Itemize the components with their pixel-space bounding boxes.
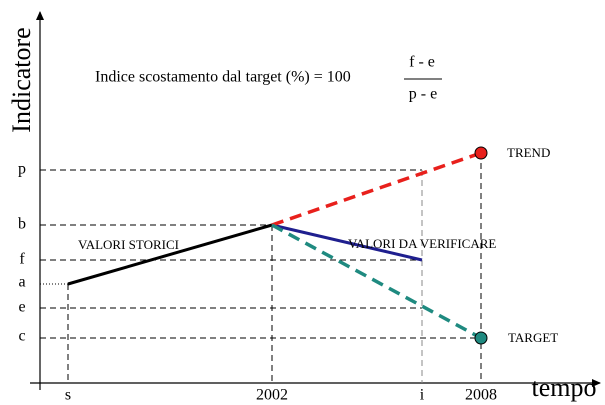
x-title: tempo [532,373,597,402]
formula-numerator: f - e [409,54,435,71]
y-title: Indicatore [7,27,36,132]
x-label: i [420,387,425,404]
x-label: 2008 [465,387,497,404]
y-label: p [18,161,26,178]
verify-label: VALORI DA VERIFICARE [348,236,496,251]
trend-label: TREND [507,145,550,160]
trend-point [474,146,488,160]
y-label: c [18,328,25,345]
target-point [474,331,488,345]
y-label: a [18,274,25,291]
formula-denominator: p - e [409,86,437,103]
trend-line [271,151,482,227]
target-label: TARGET [508,330,558,345]
y-label: f [19,251,25,268]
verify-line [271,223,423,262]
historical-label: VALORI STORICI [78,237,179,252]
y-label: b [18,216,26,233]
x-label: 2002 [256,387,288,404]
target-line [271,223,482,340]
y-label: e [18,299,25,316]
x-label: s [65,387,71,404]
guide-lines [40,153,482,383]
formula-lhs: Indice scostamento dal target (%) = 100 [95,69,351,86]
historical-line [67,223,273,286]
